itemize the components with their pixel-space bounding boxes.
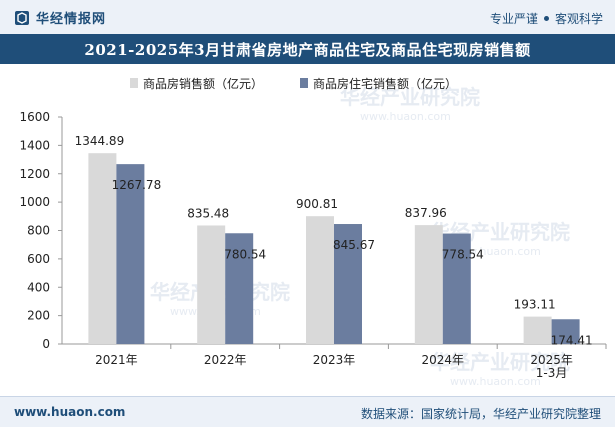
top-banner: 华经情报网 专业严谨 客观科学	[0, 0, 615, 36]
y-tick-label: 1400	[19, 138, 50, 152]
y-tick-label: 1600	[19, 110, 50, 124]
brand: 华经情报网	[14, 8, 106, 27]
slogan: 专业严谨 客观科学	[490, 10, 603, 27]
bar	[551, 319, 580, 344]
y-tick-label: 200	[27, 309, 50, 323]
brand-name: 华经情报网	[36, 12, 107, 27]
data-label: 837.96	[405, 206, 447, 220]
footer-source: 数据来源：国家统计局，华经产业研究院整理	[360, 407, 601, 421]
x-tick-label: 2024年	[422, 353, 465, 367]
footer-site: www.huaon.com	[14, 405, 126, 419]
watermark-url: www.huaon.com	[360, 110, 451, 123]
bar	[88, 153, 117, 344]
x-tick-label: 2023年	[313, 353, 356, 367]
bar	[197, 225, 226, 344]
bar	[414, 225, 443, 344]
bar	[523, 316, 552, 344]
bars	[88, 153, 607, 349]
x-tick-label: 2025年	[530, 353, 573, 367]
y-tick-label: 0	[42, 337, 50, 351]
x-tick-label: 1-3月	[536, 366, 568, 380]
legend-label: 商品房销售额（亿元）	[143, 76, 263, 91]
legend: 商品房销售额（亿元） 商品房住宅销售额（亿元）	[130, 76, 457, 91]
data-label: 778.54	[442, 248, 484, 262]
legend-label: 商品房住宅销售额（亿元）	[313, 76, 457, 91]
watermark-url: www.huaon.com	[450, 245, 541, 258]
bar	[116, 164, 145, 344]
watermark-text: 华经产业研究院	[340, 85, 480, 109]
y-tick-label: 800	[27, 224, 50, 238]
data-label: 900.81	[296, 197, 338, 211]
data-label: 193.11	[514, 298, 556, 312]
legend-swatch	[130, 78, 138, 88]
y-tick-label: 1000	[19, 195, 50, 209]
slogan-dot-icon	[543, 16, 549, 21]
bar	[225, 233, 254, 344]
x-tick-label: 2021年	[95, 353, 138, 367]
slogan-right: 客观科学	[554, 12, 603, 26]
y-tick-label: 400	[27, 280, 50, 294]
bar	[442, 233, 471, 344]
chart-title: 2021-2025年3月甘肃省房地产商品住宅及商品住宅现房销售额	[0, 36, 615, 64]
y-tick-label: 600	[27, 252, 50, 266]
bar	[306, 216, 334, 344]
brand-logo-icon	[15, 10, 29, 25]
bar	[334, 224, 362, 344]
x-tick-label: 2022年	[204, 353, 247, 367]
y-tick-label: 1200	[19, 167, 50, 181]
data-label: 835.48	[187, 206, 229, 220]
data-label: 1344.89	[75, 134, 125, 148]
data-label: 780.54	[224, 247, 266, 261]
watermark-text: 华经产业研究院	[430, 350, 570, 374]
watermark-url: www.huaon.com	[450, 375, 541, 388]
legend-swatch	[300, 78, 308, 88]
bar-chart: 华经产业研究院www.huaon.com华经产业研究院www.huaon.com…	[19, 76, 607, 388]
data-labels: 2021年 1344.89 1267.78 2022年 835.48 780.54 2023…	[75, 134, 593, 380]
data-label: 845.67	[333, 238, 375, 252]
data-label: 1267.78	[112, 178, 162, 192]
slogan-left: 专业严谨	[489, 12, 538, 26]
data-label: 174.41	[551, 333, 593, 347]
footer-bar: www.huaon.com 数据来源：国家统计局，华经产业研究院整理	[0, 396, 615, 427]
